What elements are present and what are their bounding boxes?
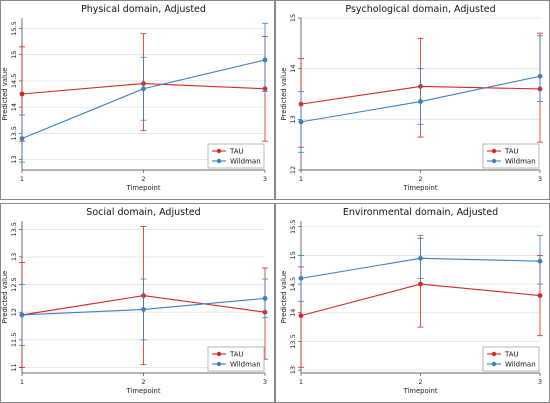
data-point xyxy=(262,295,268,301)
y-tick-label: 13 xyxy=(10,253,18,261)
y-tick-label: 15 xyxy=(289,251,297,259)
data-point xyxy=(298,119,304,125)
legend-swatch-marker xyxy=(216,148,222,154)
data-point xyxy=(418,99,423,104)
legend-label: TAU xyxy=(504,148,519,156)
legend: TAU Wildman xyxy=(207,143,265,169)
legend-swatch-marker xyxy=(491,148,497,154)
x-tick-label: 1 xyxy=(299,175,303,183)
chart-title: Social domain, Adjusted xyxy=(86,207,200,218)
y-tick-label: 14 xyxy=(289,309,297,317)
x-tick-label: 3 xyxy=(263,175,267,183)
legend-label: TAU xyxy=(229,351,244,359)
x-axis-title: Timepoint xyxy=(126,184,161,192)
y-tick-label: 11.5 xyxy=(10,333,18,347)
y-axis-title: Predicted value xyxy=(1,271,9,324)
data-point xyxy=(141,307,146,312)
legend-label: Wildman xyxy=(505,361,536,369)
legend-label: Wildman xyxy=(230,361,261,369)
x-tick-label: 2 xyxy=(141,175,145,183)
chart-title: Psychological domain, Adjusted xyxy=(345,4,495,15)
y-tick-label: 14.5 xyxy=(289,277,297,291)
y-axis-title: Predicted value xyxy=(280,68,288,121)
x-tick-label: 3 xyxy=(538,378,542,386)
y-tick-label: 15 xyxy=(10,51,18,59)
y-tick-label: 13.5 xyxy=(289,334,297,348)
chart-panel-4: Environmental domain, Adjusted1313.51414… xyxy=(275,203,550,403)
x-tick-label: 3 xyxy=(263,378,267,386)
legend-box xyxy=(482,346,540,372)
data-point xyxy=(298,275,304,281)
data-point xyxy=(537,73,543,79)
x-axis-title: Timepoint xyxy=(126,387,161,395)
legend-label: TAU xyxy=(229,148,244,156)
y-tick-label: 14 xyxy=(289,65,297,73)
legend-label: Wildman xyxy=(505,158,536,166)
data-point xyxy=(298,313,304,319)
legend-swatch-marker xyxy=(216,351,222,357)
series-wildman xyxy=(19,22,268,163)
data-point xyxy=(19,91,25,97)
legend-swatch-marker xyxy=(216,361,222,367)
data-point xyxy=(418,281,423,287)
y-tick-label: 15.5 xyxy=(10,21,18,35)
data-point xyxy=(537,293,543,298)
legend-swatch-marker xyxy=(491,361,497,367)
x-axis-title: Timepoint xyxy=(403,387,438,395)
series-wildman xyxy=(19,278,268,346)
legend: TAU Wildman xyxy=(482,143,540,169)
legend-swatch-marker xyxy=(216,158,222,164)
data-point xyxy=(19,136,25,141)
x-tick-label: 1 xyxy=(20,378,24,386)
y-tick-label: 12 xyxy=(289,166,297,174)
y-tick-label: 13 xyxy=(289,366,297,374)
y-tick-label: 13 xyxy=(289,115,297,123)
legend: TAU Wildman xyxy=(482,346,540,372)
y-tick-label: 14 xyxy=(10,103,18,111)
y-axis-title: Predicted value xyxy=(1,68,9,121)
y-tick-label: 13.5 xyxy=(10,222,18,236)
x-tick-label: 1 xyxy=(299,378,303,386)
x-tick-label: 2 xyxy=(418,378,422,386)
y-tick-label: 11 xyxy=(10,363,18,371)
legend-swatch-marker xyxy=(491,158,497,164)
y-tick-label: 15 xyxy=(289,14,297,22)
x-axis-title: Timepoint xyxy=(403,184,438,192)
y-tick-label: 12.5 xyxy=(10,277,18,291)
legend: TAU Wildman xyxy=(207,346,265,372)
chart-title: Physical domain, Adjusted xyxy=(81,4,206,15)
chart-panel-1: Physical domain, Adjusted1313.51414.5151… xyxy=(0,0,275,200)
y-tick-label: 13.5 xyxy=(10,126,18,140)
data-point xyxy=(141,86,146,92)
x-tick-label: 2 xyxy=(418,175,422,183)
chart-title: Environmental domain, Adjusted xyxy=(343,207,498,218)
legend-box xyxy=(482,143,540,169)
legend-label: TAU xyxy=(504,351,519,359)
legend-box xyxy=(207,143,265,169)
x-tick-label: 2 xyxy=(141,378,145,386)
y-tick-label: 14.5 xyxy=(10,74,18,88)
data-point xyxy=(19,312,25,318)
x-tick-label: 3 xyxy=(538,175,542,183)
legend-box xyxy=(207,346,265,372)
y-tick-label: 15.5 xyxy=(289,219,297,233)
chart-panel-3: Social domain, Adjusted1111.51212.51313.… xyxy=(0,203,275,403)
y-axis-title: Predicted value xyxy=(280,271,288,324)
series-wildman xyxy=(298,35,543,153)
series-wildman xyxy=(298,234,543,302)
data-point xyxy=(537,258,543,264)
y-tick-label: 13 xyxy=(10,155,18,163)
y-tick-label: 12 xyxy=(10,308,18,316)
legend-swatch-marker xyxy=(491,351,497,357)
data-point xyxy=(418,255,423,261)
legend-label: Wildman xyxy=(230,158,261,166)
x-tick-label: 1 xyxy=(20,175,24,183)
data-point xyxy=(262,57,268,63)
